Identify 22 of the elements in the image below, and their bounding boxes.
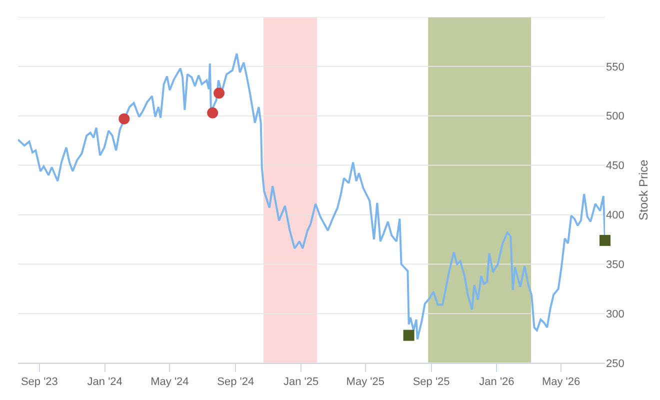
y-tick-label: 350 [606,258,624,271]
point [207,107,218,118]
y-tick-label: 400 [606,210,624,222]
y-axis-title: Stock Price [636,159,650,220]
x-tick-label: Sep '25 [412,376,450,388]
x-tick-label: Sep '24 [217,376,254,388]
y-tick-label: 500 [606,110,624,123]
x-tick-label: May '26 [542,376,580,388]
y-tick-label: 300 [606,308,624,320]
y-tick-label: 250 [606,358,624,370]
point [118,113,130,124]
point [214,88,225,99]
y-tick-label: 550 [606,61,624,74]
x-tick-label: Jan '25 [283,376,319,388]
x-tick-label: May '24 [150,376,189,388]
y-tick-label: 450 [606,160,624,172]
point [600,234,610,246]
x-tick-label: May '25 [346,376,384,388]
x-tick-label: Sep '23 [20,376,58,388]
x-tick-label: Jan '26 [479,376,514,388]
x-tick-label: Jan '24 [87,376,122,388]
point [403,330,414,341]
